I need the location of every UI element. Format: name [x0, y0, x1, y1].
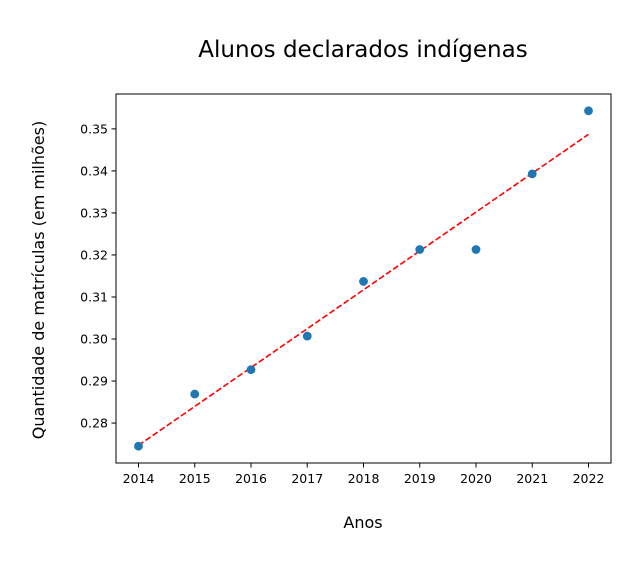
chart-title: Alunos declarados indígenas: [198, 37, 527, 63]
y-tick-label: 0.33: [80, 205, 108, 220]
trend-line: [138, 133, 589, 447]
x-tick-label: 2017: [291, 471, 323, 486]
data-point: [134, 441, 143, 451]
x-tick-label: 2014: [123, 471, 155, 486]
data-point: [246, 365, 256, 375]
y-tick-label: 0.34: [80, 163, 108, 178]
x-axis-label: Anos: [343, 513, 382, 532]
plot-area: 2014 2015 2016 2017 2018 2019 2020 2021 2022 0.28…: [80, 93, 612, 486]
data-point: [302, 331, 312, 341]
x-tick-label: 2018: [348, 471, 380, 486]
y-tick-label: 0.30: [80, 332, 108, 347]
y-tick-label: 0.35: [80, 121, 108, 136]
y-tick-label: 0.29: [80, 374, 108, 389]
x-tick-label: 2020: [460, 471, 492, 486]
x-tick-label: 2022: [573, 471, 605, 486]
y-tick-label: 0.28: [80, 416, 108, 431]
x-tick-label: 2015: [179, 471, 211, 486]
data-point: [527, 169, 537, 179]
data-point: [190, 389, 200, 399]
y-tick-label: 0.31: [80, 289, 108, 304]
x-tick-label: 2021: [516, 471, 548, 486]
data-point: [584, 106, 593, 116]
plot-frame: [115, 93, 612, 464]
data-point: [359, 277, 368, 286]
x-tick-label: 2019: [404, 471, 436, 486]
data-point: [415, 245, 425, 254]
y-axis-label: Quantidade de matrículas (em milhões): [29, 121, 48, 439]
data-point: [471, 245, 481, 254]
x-tick-label: 2016: [235, 471, 267, 486]
y-tick-label: 0.32: [80, 247, 108, 262]
